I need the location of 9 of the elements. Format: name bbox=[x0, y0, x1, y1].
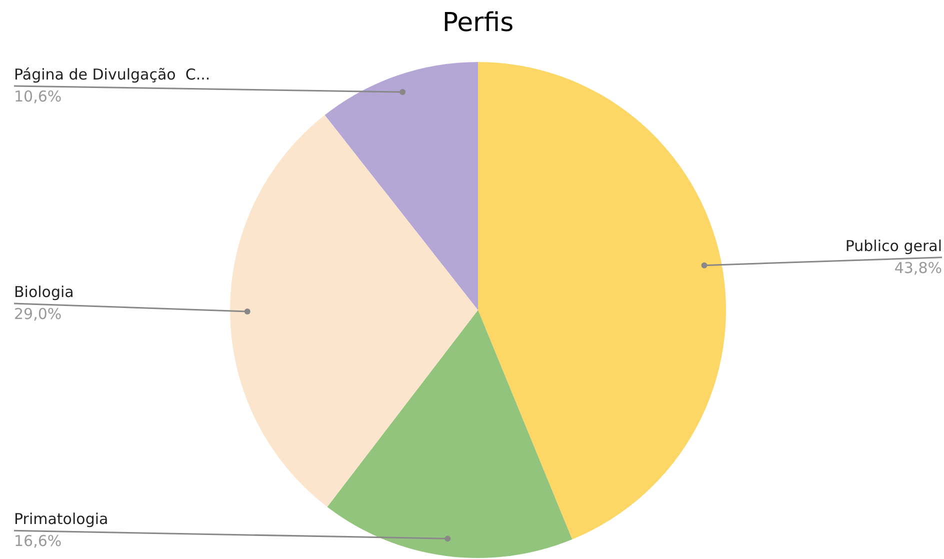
data-label: 16,6% bbox=[14, 532, 62, 550]
data-label: 43,8% bbox=[894, 258, 942, 277]
data-label: 10,6% bbox=[14, 87, 62, 106]
slice-label: Página de Divulgação C... bbox=[14, 65, 210, 84]
chart-title: Perfis bbox=[442, 8, 514, 38]
slice-label: Publico geral bbox=[845, 236, 942, 255]
slice-label: Biologia bbox=[14, 282, 74, 301]
data-label: 29,0% bbox=[14, 304, 62, 323]
slice-label: Primatologia bbox=[14, 510, 108, 528]
